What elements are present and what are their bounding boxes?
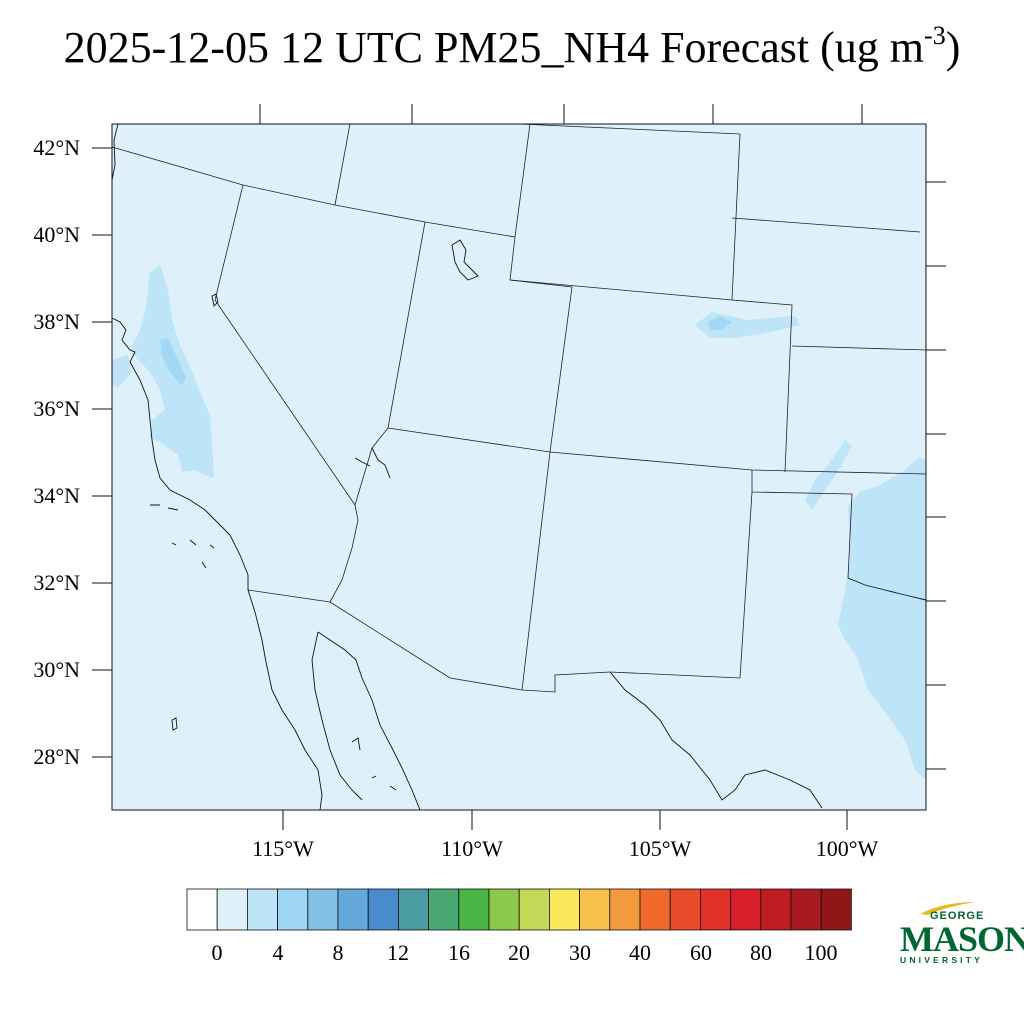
colorbar-label-100: 100 (804, 940, 838, 965)
wyoming-north-border (519, 123, 741, 135)
great-salt-lake (451, 239, 479, 281)
colorbar-swatch-7 (397, 888, 429, 931)
colorbar-swatch-12 (549, 888, 581, 931)
lat-label-34: 34°N (33, 483, 80, 508)
title-text: 2025-12-05 12 UTC PM25_NH4 Forecast (ug … (63, 23, 925, 72)
colorado-core (708, 316, 732, 330)
colorbar-swatch-16 (669, 888, 701, 931)
ca-mex-border (247, 589, 331, 603)
baja-island (171, 717, 178, 731)
nebraska-border (731, 217, 921, 233)
lat-label-36: 36°N (33, 396, 80, 421)
colorado-east (731, 299, 793, 473)
oklahoma-pan (751, 470, 853, 579)
wyoming-east-border (731, 133, 741, 301)
logo-swoosh-icon (920, 902, 976, 915)
state-boundaries (111, 123, 927, 693)
idaho-wyoming-border (334, 123, 351, 206)
channel-islands (150, 504, 215, 569)
lat-label-30: 30°N (33, 657, 80, 682)
lat-label-40: 40°N (33, 222, 80, 247)
lon-label-115w: 115°W (252, 836, 314, 861)
coastlines (111, 123, 927, 811)
colorbar-swatch-15 (639, 888, 671, 931)
red-river (847, 577, 927, 601)
colorbar-label-12: 12 (387, 940, 409, 965)
title-close: ) (945, 23, 961, 72)
utah-east-border (509, 236, 573, 453)
colorbar-label-20: 20 (508, 940, 530, 965)
colorado-river (354, 447, 391, 479)
lat-label-32: 32°N (33, 570, 80, 595)
colorbar (186, 888, 852, 931)
utah-north-east (387, 221, 426, 429)
colorbar-swatch-2 (246, 888, 278, 931)
pacific-coast (111, 123, 323, 811)
lake-tahoe (211, 293, 219, 307)
map-frame (111, 123, 927, 811)
colorbar-label-16: 16 (448, 940, 470, 965)
colorbar-label-40: 40 (629, 940, 651, 965)
logo-top-text: GEORGE (930, 910, 985, 922)
map-background (112, 124, 926, 810)
colorbar-label-8: 8 (332, 940, 344, 965)
mainland-gulf-coast (311, 631, 363, 801)
colorbar-swatch-21 (820, 888, 852, 931)
logo-main-text: MASON (900, 919, 1024, 959)
baja-gulf-coast (317, 631, 421, 811)
ca-nv-border (214, 184, 356, 506)
colorbar-label-0: 0 (211, 940, 223, 965)
logo-bottom-text: UNIVERSITY (900, 955, 984, 965)
lon-label-110w: 110°W (441, 836, 503, 861)
nm-tx-border (609, 491, 753, 679)
map-title: 2025-12-05 12 UTC PM25_NH4 Forecast (ug … (0, 21, 1024, 73)
colorbar-swatch-17 (700, 888, 732, 931)
lat-label-42: 42°N (33, 135, 80, 160)
rio-grande (609, 671, 823, 809)
wyoming-west-border (514, 123, 531, 238)
george-mason-logo: GEORGE MASON UNIVERSITY (898, 898, 1024, 970)
lon-label-100w: 100°W (815, 836, 879, 861)
colorbar-swatch-4 (307, 888, 339, 931)
colorbar-swatch-19 (760, 888, 792, 931)
colorbar-label-4: 4 (272, 940, 284, 965)
colorbar-swatch-1 (216, 888, 248, 931)
colorbar-label-80: 80 (750, 940, 772, 965)
colorbar-swatch-18 (730, 888, 762, 931)
colorbar-swatch-14 (609, 888, 641, 931)
kansas-streak (805, 440, 852, 510)
east-plume (838, 458, 926, 780)
gulf-islands (351, 737, 397, 791)
colorbar-swatch-3 (277, 888, 309, 931)
colorbar-swatch-8 (428, 888, 460, 931)
colorbar-swatch-10 (488, 888, 520, 931)
colorbar-swatch-5 (337, 888, 369, 931)
ca-az-border (329, 504, 359, 603)
four-corners-horizontal (387, 427, 927, 475)
colorbar-swatch-11 (518, 888, 550, 931)
title-exponent: -3 (924, 21, 946, 51)
wyoming-south-border (509, 279, 733, 301)
colorbar-swatch-20 (790, 888, 822, 931)
az-nm-border (521, 451, 551, 691)
lat-label-38: 38°N (33, 309, 80, 334)
colorbar-swatch-13 (579, 888, 611, 931)
concentration-shading-2 (160, 316, 732, 386)
valley-core (160, 338, 186, 386)
az-mex-border (329, 601, 611, 693)
colorbar-swatch-6 (367, 888, 399, 931)
lat-label-28: 28°N (33, 744, 80, 769)
kansas-north (791, 345, 927, 351)
colorbar-label-30: 30 (569, 940, 591, 965)
colorbar-label-60: 60 (690, 940, 712, 965)
colorbar-swatch-0 (186, 888, 218, 931)
california-coast-plume (112, 355, 132, 388)
colorbar-swatch-9 (458, 888, 490, 931)
map-ticks (92, 104, 946, 830)
lon-label-105w: 105°W (628, 836, 692, 861)
